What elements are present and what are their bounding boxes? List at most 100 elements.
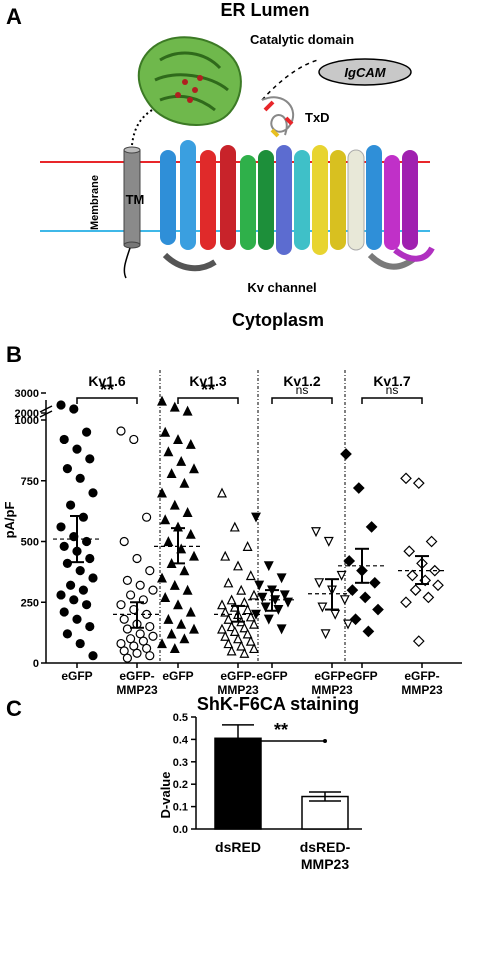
b-data-point bbox=[403, 545, 416, 558]
b-data-point bbox=[236, 640, 247, 651]
c-category-label: dsRED- bbox=[300, 839, 351, 855]
b-data-point bbox=[132, 648, 142, 658]
b-group-kv1-7: Kv1.7ns eGFP eGFP-MMP23 bbox=[338, 373, 446, 697]
b-data-point bbox=[276, 573, 287, 584]
b-data-point bbox=[56, 590, 66, 600]
b-data-point bbox=[122, 575, 133, 585]
cytoplasm-label: Cytoplasm bbox=[232, 310, 324, 330]
b-data-point bbox=[245, 611, 256, 622]
b-data-point bbox=[254, 580, 265, 591]
b-group-title: Kv1.2 bbox=[283, 373, 321, 389]
b-data-point bbox=[242, 604, 253, 615]
b-category-label: eGFP- bbox=[119, 669, 154, 683]
c-title: ShK-F6CA staining bbox=[197, 694, 359, 714]
b-data-point bbox=[314, 578, 325, 589]
b-data-point bbox=[85, 553, 95, 564]
b-data-point bbox=[340, 448, 352, 460]
b-data-point bbox=[249, 618, 259, 629]
b-category-label: eGFP- bbox=[404, 669, 439, 683]
b-data-point bbox=[182, 584, 193, 595]
b-data-point bbox=[59, 434, 69, 445]
b-data-point bbox=[65, 500, 76, 510]
b-data-point bbox=[85, 454, 95, 464]
b-axis-break-2 bbox=[39, 410, 53, 418]
b-data-point bbox=[311, 527, 321, 538]
b-data-point bbox=[372, 603, 384, 616]
b-data-point bbox=[406, 569, 419, 582]
b-data-point bbox=[75, 473, 85, 483]
b-data-point bbox=[220, 630, 231, 641]
b-data-point bbox=[65, 580, 76, 590]
b-category: eGFP bbox=[338, 448, 386, 683]
igcam-ellipse bbox=[318, 58, 412, 86]
b-data-point bbox=[122, 624, 133, 634]
b-data-point bbox=[245, 635, 256, 646]
b-data-point bbox=[119, 536, 129, 547]
b-data-point bbox=[249, 643, 259, 654]
b-ylabel: pA/pF bbox=[2, 502, 17, 539]
b-significance-label: ** bbox=[100, 380, 114, 400]
b-significance-label: ns bbox=[386, 383, 399, 397]
b-data-point bbox=[62, 558, 73, 568]
b-data-point bbox=[176, 543, 187, 554]
igcam-linker bbox=[261, 59, 319, 101]
b-category-label: eGFP bbox=[162, 669, 193, 683]
er-lumen-label: ER Lumen bbox=[220, 0, 309, 20]
b-data-point bbox=[75, 638, 85, 649]
b-significance-label: ** bbox=[201, 380, 215, 400]
b-data-point bbox=[425, 535, 438, 548]
b-data-point bbox=[189, 463, 199, 474]
b-data-point bbox=[320, 629, 331, 640]
b-data-point bbox=[242, 541, 253, 551]
b-y-tick-label: 250 bbox=[21, 597, 39, 609]
c-category-label: dsRED bbox=[215, 839, 261, 855]
b-data-point bbox=[359, 591, 372, 604]
b-data-point bbox=[239, 647, 250, 658]
b-group-kv1-2: Kv1.2ns eGFP eGFP-MMP23 bbox=[248, 373, 356, 697]
b-data-point bbox=[257, 592, 268, 603]
b-data-point bbox=[78, 585, 89, 595]
b-data-point bbox=[226, 594, 237, 605]
b-data-point bbox=[179, 565, 190, 576]
b-group-kv1-6: Kv1.6** eGFP eGFP-MMP23 bbox=[53, 373, 161, 697]
b-data-point bbox=[229, 601, 240, 612]
b-data-point bbox=[349, 613, 362, 626]
b-data-point bbox=[179, 477, 190, 488]
igcam-label: IgCAM bbox=[344, 65, 386, 80]
b-data-point bbox=[166, 628, 177, 639]
b-data-point bbox=[163, 446, 174, 457]
linker-dots bbox=[131, 109, 153, 146]
b-data-point bbox=[135, 580, 145, 590]
b-y-tick-label: 2000 bbox=[15, 408, 39, 420]
b-data-point bbox=[223, 638, 234, 649]
b-data-point bbox=[62, 629, 73, 639]
panel-c: C ShK-F6CA staining D-value 0.0 0.1 0.2 0.3… bbox=[6, 694, 362, 872]
c-y-tick-label: 0.0 bbox=[173, 824, 188, 836]
b-group-title: Kv1.6 bbox=[88, 373, 126, 389]
panel-b-label: B bbox=[6, 342, 22, 367]
b-data-point bbox=[217, 599, 227, 610]
b-y-tick-label: 750 bbox=[21, 476, 39, 488]
b-data-point bbox=[88, 488, 98, 498]
b-data-point bbox=[69, 595, 79, 605]
b-data-point bbox=[251, 512, 261, 523]
b-data-point bbox=[365, 521, 378, 533]
b-data-point bbox=[346, 584, 359, 596]
panel-a: A ER Lumen Catalytic domain IgCAM TxD Me… bbox=[6, 0, 435, 330]
b-category-label: eGFP bbox=[346, 669, 377, 683]
b-data-point bbox=[400, 596, 412, 609]
b-data-point bbox=[157, 395, 167, 406]
b-data-point bbox=[166, 468, 177, 479]
b-data-point bbox=[88, 651, 98, 661]
catalytic-domain-label: Catalytic domain bbox=[250, 32, 354, 47]
b-axis-break-1 bbox=[39, 405, 53, 413]
b-data-point bbox=[116, 600, 126, 610]
b-category-label: MMP23 bbox=[116, 683, 158, 697]
b-category: eGFP-MMP23 bbox=[113, 426, 161, 697]
b-data-point bbox=[176, 618, 187, 629]
b-data-point bbox=[81, 600, 92, 610]
b-data-point bbox=[249, 589, 259, 600]
b-data-point bbox=[343, 555, 356, 567]
b-data-point bbox=[412, 635, 425, 647]
b-data-point bbox=[59, 541, 69, 551]
